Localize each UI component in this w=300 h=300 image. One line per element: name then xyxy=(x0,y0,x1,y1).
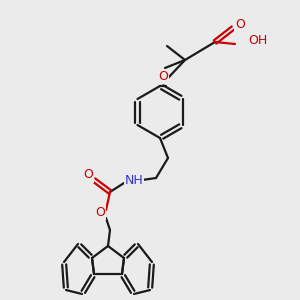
Text: O: O xyxy=(235,19,245,32)
Text: O: O xyxy=(95,206,105,218)
Text: O: O xyxy=(83,169,93,182)
Text: OH: OH xyxy=(248,34,267,47)
Text: O: O xyxy=(158,70,168,83)
Text: NH: NH xyxy=(124,173,143,187)
